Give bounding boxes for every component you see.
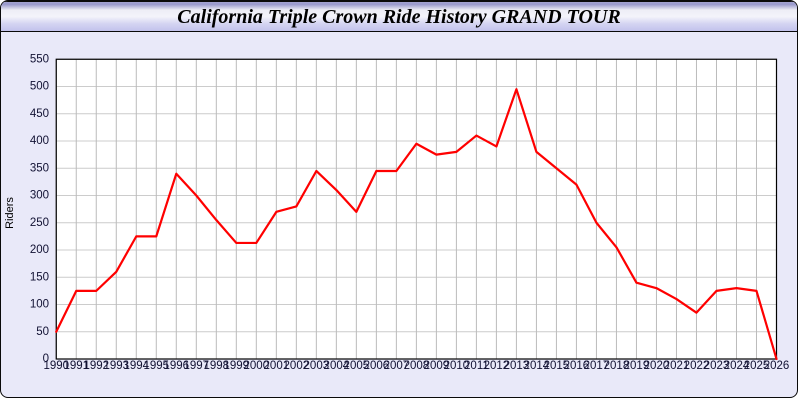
svg-text:200: 200 [30, 244, 49, 256]
svg-text:450: 450 [30, 108, 49, 120]
svg-text:400: 400 [30, 135, 49, 147]
svg-text:Riders: Riders [4, 197, 16, 229]
svg-text:50: 50 [36, 326, 49, 338]
svg-text:100: 100 [30, 299, 49, 311]
svg-text:300: 300 [30, 190, 49, 202]
svg-text:150: 150 [30, 271, 49, 283]
svg-text:2026: 2026 [764, 360, 790, 372]
svg-text:550: 550 [30, 53, 49, 65]
svg-text:350: 350 [30, 162, 49, 174]
svg-text:250: 250 [30, 217, 49, 229]
svg-text:500: 500 [30, 81, 49, 93]
